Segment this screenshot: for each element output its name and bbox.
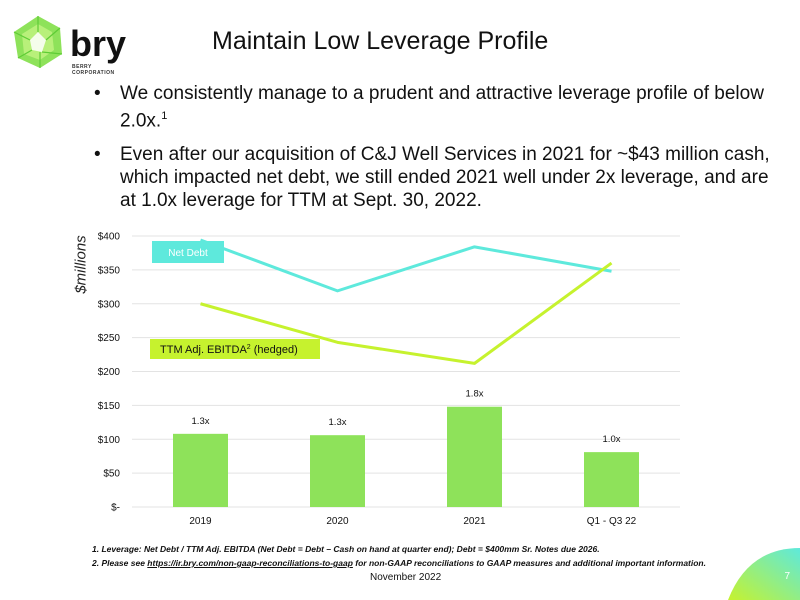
- page-number: 7: [784, 571, 790, 582]
- footnotes: 1. Leverage: Net Debt / TTM Adj. EBITDA …: [92, 542, 706, 570]
- logo-wordmark: bry: [70, 23, 127, 64]
- ebitda-label-sup: 2: [247, 344, 251, 351]
- bar: [447, 406, 502, 507]
- y-tick-label: $-: [111, 503, 120, 514]
- bar: [584, 452, 639, 507]
- y-tick-label: $350: [98, 265, 121, 276]
- bar-data-label: 1.3x: [329, 417, 347, 428]
- ebitda-label-text: TTM Adj. EBITDA: [160, 344, 247, 356]
- page-title: Maintain Low Leverage Profile: [212, 27, 549, 55]
- footnote-1: 1. Leverage: Net Debt / TTM Adj. EBITDA …: [92, 544, 600, 554]
- gem-icon: [13, 16, 63, 68]
- non-gaap-link[interactable]: https://ir.bry.com/non-gaap-reconciliati…: [147, 558, 353, 568]
- y-tick-label: $300: [98, 299, 121, 310]
- ebitda-label-box: [150, 339, 320, 359]
- net-debt-label: Net Debt: [168, 248, 208, 259]
- footnote-2: 2. Please see https://ir.bry.com/non-gaa…: [92, 558, 706, 568]
- leverage-chart: $- $50 $100 $150 $200 $250 $300 $350 $400 1.3x 1.3…: [98, 232, 680, 527]
- y-tick-label: $250: [98, 333, 121, 344]
- ebitda-line: [200, 261, 613, 365]
- footer-date: November 2022: [370, 572, 442, 583]
- logo-subtitle: BERRY CORPORATION: [72, 64, 115, 76]
- x-tick-label: Q1 - Q3 22: [587, 516, 637, 527]
- bar-data-label: 1.3x: [192, 416, 210, 427]
- footnote-ref: 1: [161, 110, 168, 122]
- corner-accent: [728, 548, 800, 600]
- bullet-list: We consistently manage to a prudent and …: [92, 82, 772, 223]
- ebitda-label: TTM Adj. EBITDA2 (hedged): [160, 344, 298, 356]
- x-tick-label: 2019: [189, 516, 212, 527]
- net-debt-line: [199, 238, 612, 293]
- bar: [310, 435, 365, 507]
- y-tick-label: $200: [98, 367, 121, 378]
- bullet-item: Even after our acquisition of C&J Well S…: [92, 143, 772, 212]
- ebitda-label-suffix: (hedged): [251, 344, 298, 356]
- bar-data-label: 1.8x: [466, 389, 484, 400]
- y-tick-label: $150: [98, 401, 121, 412]
- berry-logo: bry BERRY CORPORATION: [10, 14, 135, 76]
- bar-data-label: 1.0x: [603, 434, 621, 445]
- y-tick-label: $400: [98, 232, 121, 243]
- x-tick-label: 2020: [326, 516, 349, 527]
- y-tick-label: $100: [98, 435, 121, 446]
- net-debt-label-box: [152, 241, 224, 263]
- bar: [173, 433, 228, 507]
- x-tick-label: 2021: [463, 516, 486, 527]
- bullet-item: We consistently manage to a prudent and …: [92, 82, 772, 132]
- y-tick-label: $50: [103, 469, 120, 480]
